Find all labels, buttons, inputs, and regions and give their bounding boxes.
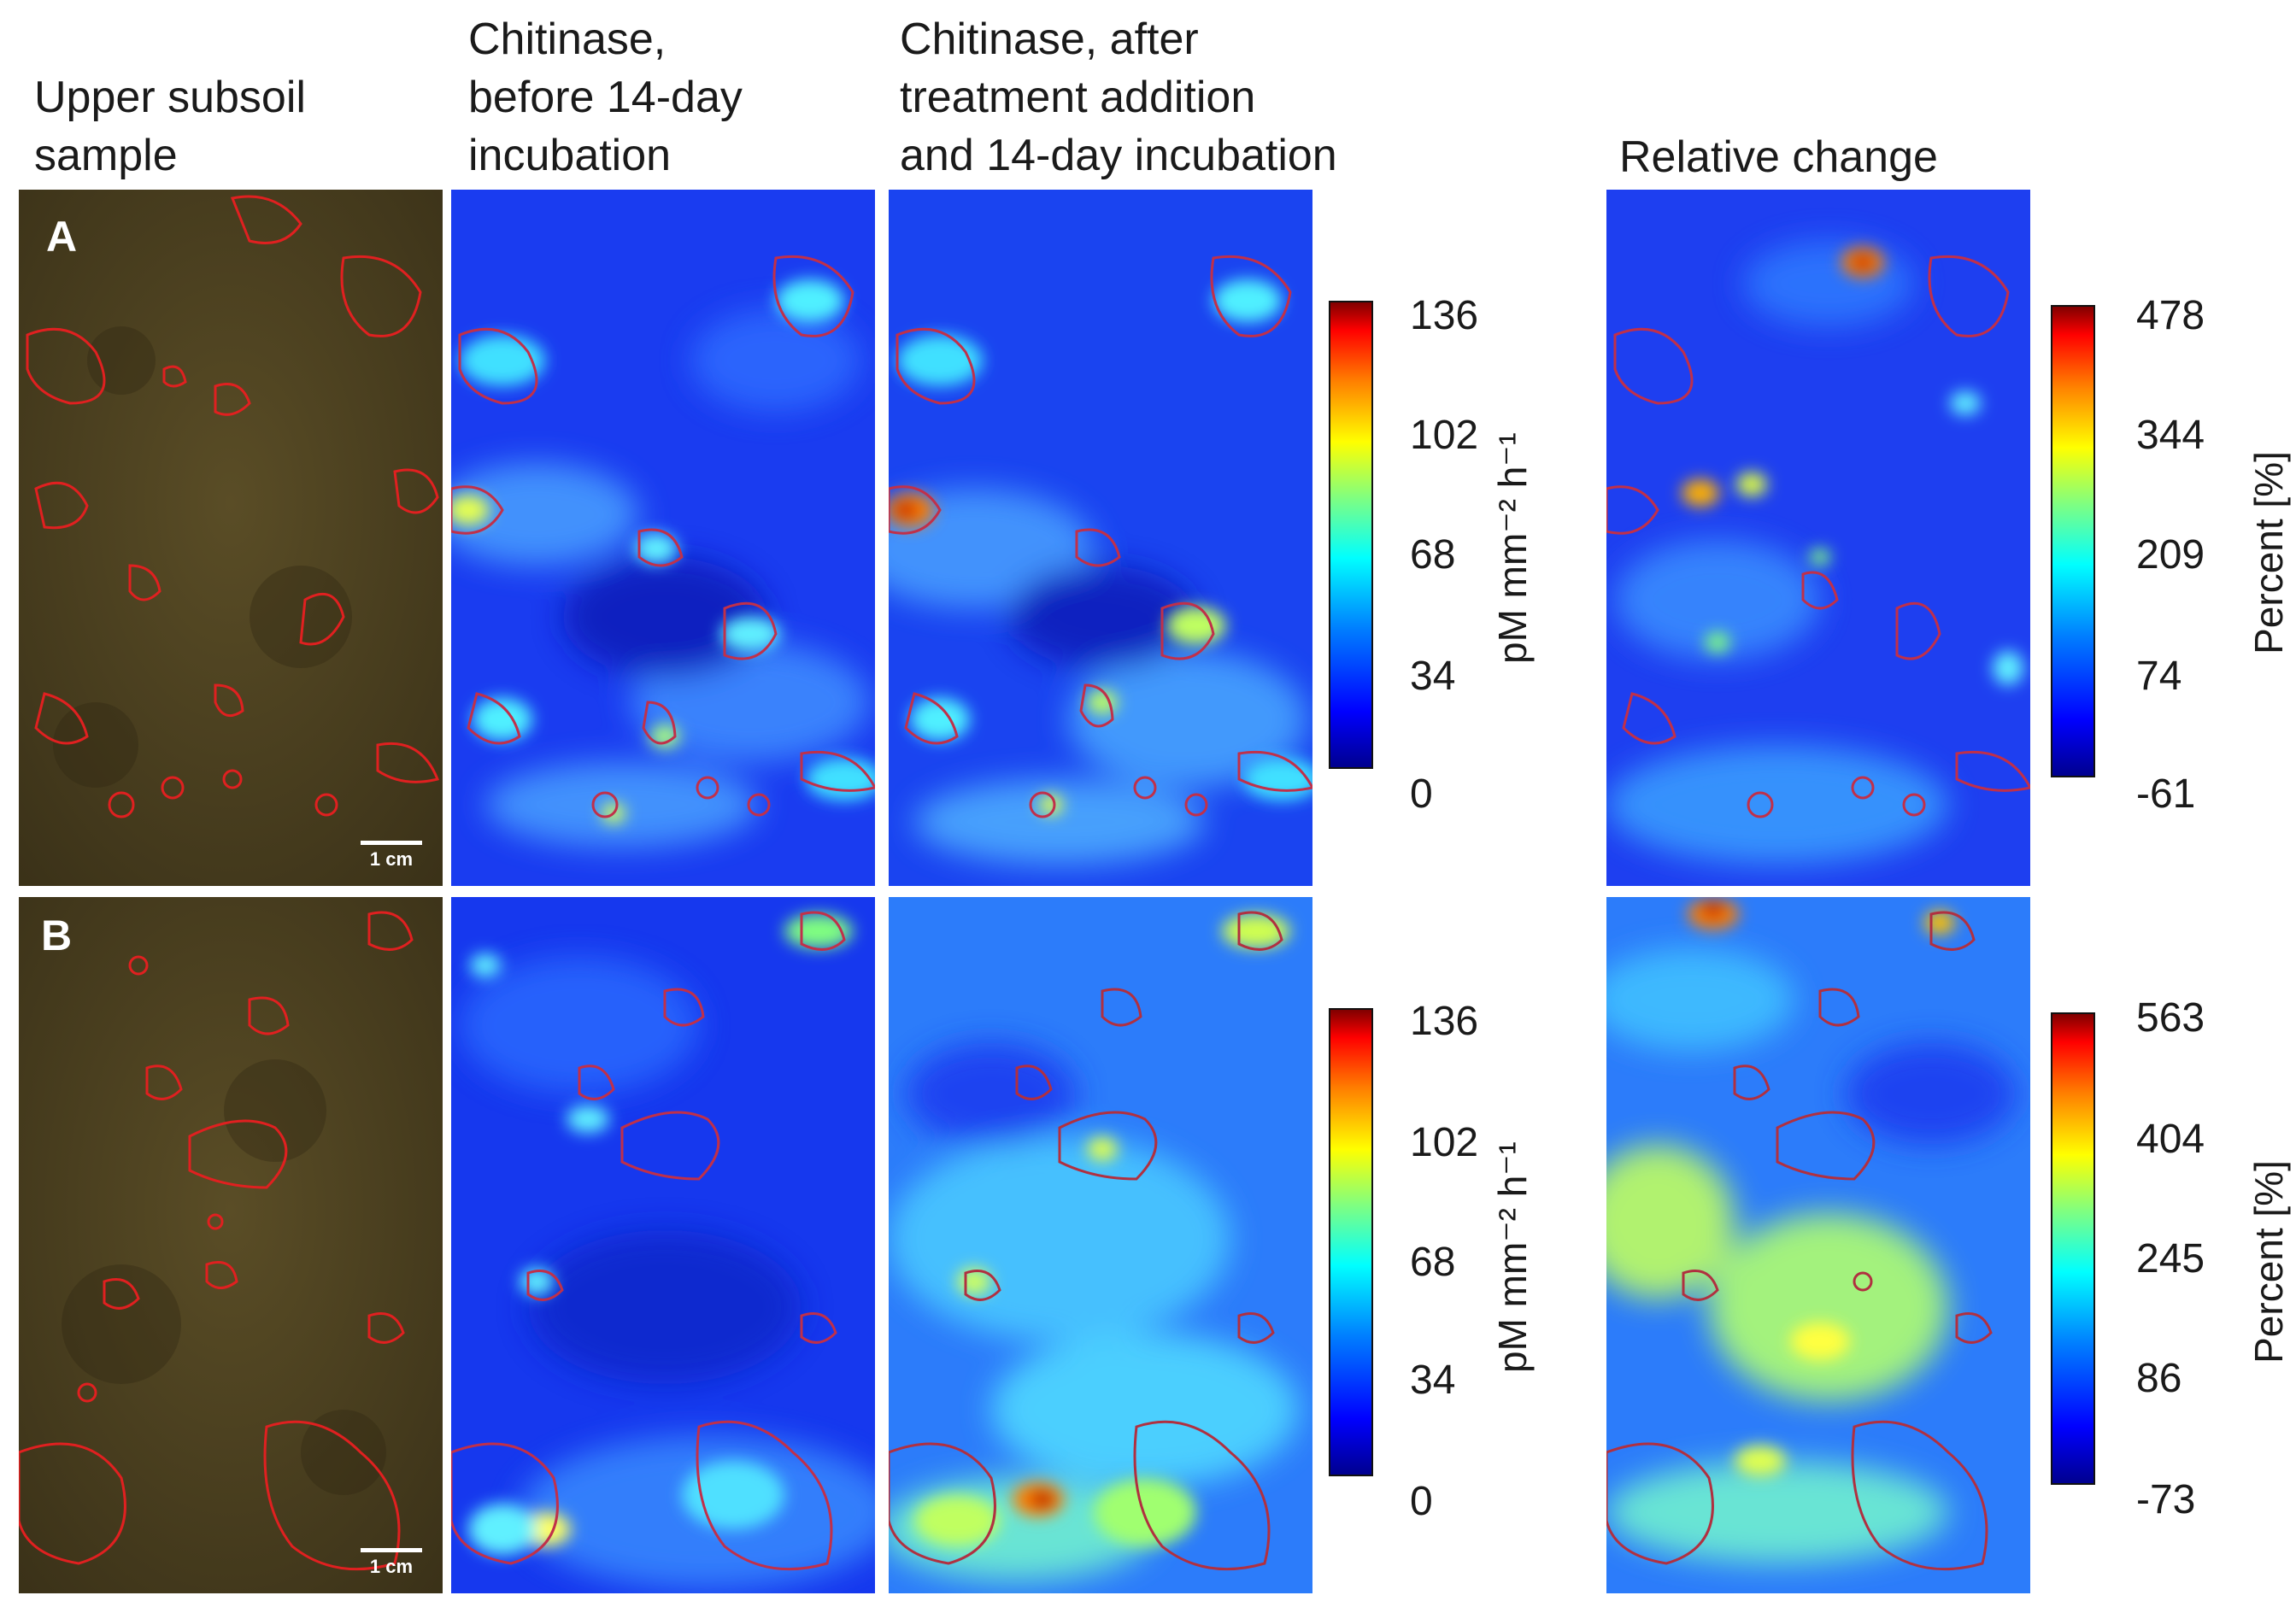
header-relative-change: Relative change [1619, 132, 1938, 182]
colorbar-chitinase-a-tick-3: 34 [1410, 654, 1456, 699]
colorbar-relative-a-tick-4: -61 [2136, 771, 2196, 817]
colorbar-chitinase-a-tick-1: 102 [1410, 413, 1479, 458]
colorbar-chitinase-b-unit: pM mm⁻² h⁻¹ [1490, 1141, 1535, 1373]
scale-bar-a: 1 cm [361, 841, 422, 871]
colorbar-chitinase-b-tick-2: 68 [1410, 1240, 1456, 1285]
row-label-a: A [46, 213, 78, 261]
relative-change-map-b [1606, 897, 2030, 1593]
colorbar-chitinase-b-tick-1: 102 [1410, 1120, 1479, 1165]
colorbar-relative-a-unit: Percent [%] [2246, 451, 2291, 654]
colorbar-relative-b-tick-4: -73 [2136, 1477, 2196, 1522]
row-label-b: B [41, 912, 73, 959]
chitinase-before-map-b [451, 897, 875, 1593]
colorbar-chitinase-b-tick-3: 34 [1410, 1358, 1456, 1403]
colorbar-chitinase-a-tick-2: 68 [1410, 532, 1456, 578]
colorbar-relative-a [2051, 305, 2095, 777]
chitinase-before-map-a [451, 190, 875, 886]
colorbar-chitinase-a-tick-4: 0 [1410, 771, 1433, 817]
relative-change-map-a [1606, 190, 2030, 886]
soil-sample-image-a: A 1 cm [19, 190, 443, 886]
colorbar-relative-a-tick-3: 74 [2136, 654, 2182, 699]
scale-bar-label-b: 1 cm [369, 1556, 414, 1577]
contours-a [26, 195, 440, 818]
colorbar-chitinase-a-unit: pM mm⁻² h⁻¹ [1490, 432, 1535, 664]
colorbar-chitinase-b-tick-0: 136 [1410, 999, 1479, 1044]
chitinase-after-map-a [889, 190, 1312, 886]
colorbar-relative-b-tick-3: 86 [2136, 1356, 2182, 1401]
colorbar-relative-b-unit: Percent [%] [2246, 1160, 2291, 1364]
colorbar-relative-a-tick-2: 209 [2136, 532, 2205, 578]
colorbar-relative-b-tick-1: 404 [2136, 1117, 2205, 1162]
scale-bar-label-a: 1 cm [369, 848, 414, 870]
colorbar-relative-a-tick-1: 344 [2136, 413, 2205, 458]
chitinase-after-map-b [889, 897, 1312, 1593]
colorbar-relative-b-tick-2: 245 [2136, 1236, 2205, 1281]
colorbar-chitinase-a [1329, 301, 1373, 769]
colorbar-relative-a-tick-0: 478 [2136, 293, 2205, 338]
header-chitinase-before: Chitinase, before 14-day incubation [468, 15, 743, 180]
scale-bar-b: 1 cm [361, 1548, 422, 1578]
colorbar-chitinase-a-tick-0: 136 [1410, 293, 1479, 338]
soil-sample-image-b: B 1 cm [19, 897, 443, 1593]
colorbar-chitinase-b-tick-4: 0 [1410, 1479, 1433, 1524]
header-chitinase-after: Chitinase, after treatment addition and … [900, 15, 1337, 180]
colorbar-relative-b [2051, 1012, 2095, 1485]
colorbar-chitinase-b [1329, 1008, 1373, 1476]
colorbar-relative-b-tick-0: 563 [2136, 995, 2205, 1041]
header-upper-subsoil-sample: Upper subsoil sample [34, 73, 306, 180]
